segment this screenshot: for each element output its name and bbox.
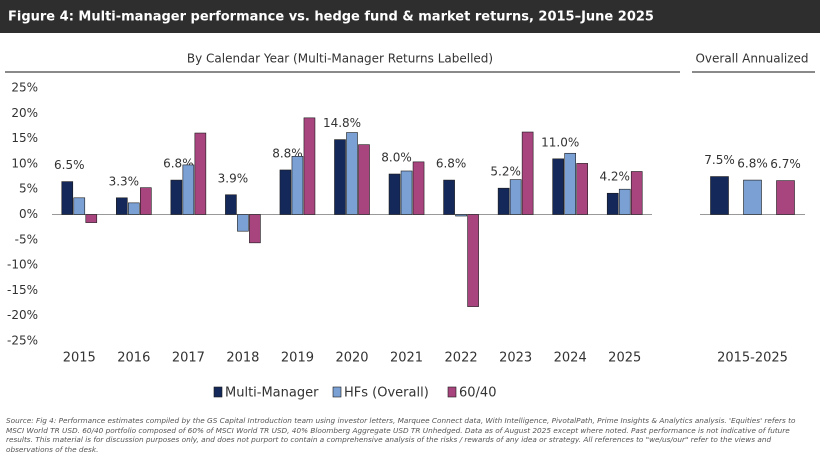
x-tick-label: 2015 (63, 351, 96, 366)
bar (61, 181, 74, 215)
bar (225, 194, 237, 215)
legend-swatch (213, 386, 223, 398)
y-tick-label: 15% (11, 131, 38, 145)
bar (140, 187, 152, 215)
y-tick-label: 25% (11, 81, 38, 95)
legend-label: 60/40 (459, 386, 496, 401)
bar (128, 202, 140, 215)
data-label: 6.8% (436, 157, 467, 171)
data-label: 4.2% (599, 170, 630, 184)
bar (116, 197, 128, 215)
bar (358, 144, 370, 215)
bar (443, 179, 455, 215)
bar (710, 176, 729, 215)
y-tick-label: 10% (11, 156, 38, 170)
y-tick-label: -15% (7, 283, 38, 297)
chart-title: Figure 4: Multi-manager performance vs. … (8, 10, 654, 25)
bar (497, 187, 510, 215)
x-tick-label: 2023 (499, 351, 532, 366)
data-label: 6.5% (54, 158, 85, 172)
y-tick-label: 20% (11, 106, 38, 120)
bar (73, 197, 86, 215)
bar (576, 163, 588, 215)
bar (194, 132, 207, 215)
data-label: 8.0% (381, 151, 412, 165)
data-label: 6.8% (737, 157, 768, 171)
legend-swatch (332, 386, 342, 398)
bar (618, 188, 631, 215)
bar (279, 169, 292, 215)
bar (564, 152, 576, 215)
x-tick-label: 2025 (608, 351, 641, 366)
y-tick-label: 0% (19, 207, 38, 221)
x-tick-label: 2019 (281, 351, 314, 366)
bar (182, 164, 195, 215)
y-tick-label: -25% (7, 334, 38, 348)
legend-swatch (447, 386, 457, 398)
data-label: 11.0% (541, 135, 579, 149)
bar (509, 179, 522, 215)
panel-subtitle: By Calendar Year (Multi-Manager Returns … (187, 52, 493, 66)
bar (412, 161, 425, 215)
bar (467, 214, 479, 307)
x-tick-label: 2018 (226, 351, 259, 366)
x-tick-label: 2021 (390, 351, 423, 366)
bar (170, 179, 183, 215)
data-label: 6.7% (770, 157, 801, 171)
data-label: 14.8% (323, 116, 361, 130)
bar (334, 139, 346, 215)
x-tick-label: 2020 (335, 351, 368, 366)
x-tick-label: 2016 (117, 351, 150, 366)
bar (237, 214, 249, 232)
bar (400, 170, 413, 215)
y-tick-label: -5% (15, 232, 38, 246)
bar (776, 180, 795, 215)
panel-subtitle: Overall Annualized (695, 52, 808, 66)
x-tick-label: 2024 (554, 351, 587, 366)
chart: Figure 4: Multi-manager performance vs. … (0, 0, 820, 401)
y-tick-label: 5% (19, 182, 38, 196)
title-bar (0, 0, 820, 33)
bar (303, 117, 316, 215)
source-note: Source: Fig 4: Performance estimates com… (6, 416, 796, 454)
x-tick-label: 2015-2025 (717, 351, 788, 366)
bar (552, 158, 564, 215)
data-label: 3.3% (109, 174, 140, 188)
bar (630, 171, 643, 215)
bar (85, 214, 98, 223)
data-label: 3.9% (218, 171, 249, 185)
bar (346, 132, 358, 215)
x-tick-label: 2022 (445, 351, 478, 366)
bar (606, 192, 619, 215)
y-tick-label: -10% (7, 258, 38, 272)
legend-label: HFs (Overall) (344, 386, 429, 401)
bar (521, 131, 534, 215)
legend-label: Multi-Manager (225, 386, 319, 401)
bar (455, 214, 467, 217)
bar (743, 179, 762, 215)
x-tick-label: 2017 (172, 351, 205, 366)
data-label: 7.5% (704, 153, 735, 167)
bar (388, 173, 401, 215)
data-label: 5.2% (490, 165, 521, 179)
bar (249, 214, 261, 244)
bar (291, 156, 304, 215)
y-tick-label: -20% (7, 308, 38, 322)
